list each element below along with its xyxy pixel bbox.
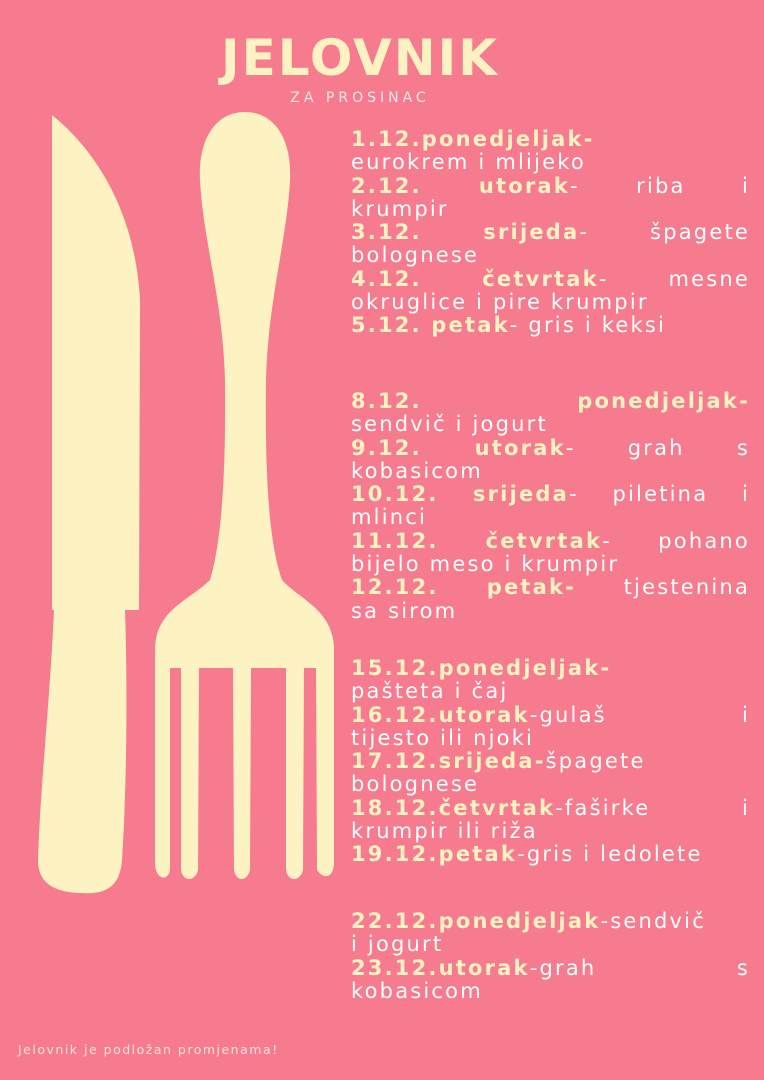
knife-icon [38,115,140,894]
menu-day: 3.12. srijeda [351,220,580,245]
menu-entry: 9.12. utorak- grah s [351,435,750,460]
menu-entry: 5.12. petak- gris i keksi [351,314,750,337]
menu-day: 22.12.ponedjeljak [351,909,601,933]
menu-day: 8.12. ponedjeljak- [351,389,750,413]
menu-entry: 15.12.ponedjeljak- [351,656,750,680]
menu-dish: -faširke i [555,795,750,820]
menu-dish: - grah s [565,435,750,460]
menu-entry: 22.12.ponedjeljak-sendvič [351,909,750,933]
menu-day: 2.12. utorak [351,173,570,198]
menu-day: 4.12. četvrtak [351,266,599,291]
menu-dish-continued: krumpir ili riža [351,819,538,844]
menu-entry: 11.12. četvrtak- pohano [351,528,750,553]
menu-dish: - gris i keksi [509,313,667,338]
menu-entry: 23.12.utorak-grah s [351,955,750,980]
menu-dish: - mesne [598,266,750,291]
week-3-menu: 15.12.ponedjeljak-pašteta i čaj 16.12.uto… [351,656,750,867]
menu-dish: - riba i [569,173,750,198]
menu-day: 5.12. petak [351,313,510,338]
fork-icon [155,112,334,879]
menu-entry: 12.12. petak- tjestenina [351,576,750,599]
page-subtitle: ZA PROSINAC [290,90,430,106]
menu-day: 12.12. petak- [351,575,577,600]
menu-day: 23.12.utorak [351,955,530,980]
menu-day: 19.12.petak [351,842,518,867]
footer-note: Jelovnik je podložan promjenama! [18,1042,279,1057]
menu-entry: 17.12.srijeda-špagete [351,750,750,773]
menu-dish-continued: kobasicom [351,458,483,483]
menu-dish-continued: sendvič i jogurt [351,412,548,437]
menu-day: 15.12.ponedjeljak- [351,656,612,680]
menu-day: 10.12. srijeda [351,482,570,507]
page-title: JELOVNIK [221,29,499,87]
cutlery-illustration [38,112,334,894]
menu-day: 18.12.četvrtak [351,795,556,820]
menu-dish-continued: eurokrem i mlijeko [351,150,586,175]
week-2-menu: 8.12. ponedjeljak-sendvič i jogurt 9.12. … [351,389,750,623]
menu-entry: 16.12.utorak-gulaš i [351,702,750,727]
menu-entry: 2.12. utorak- riba i [351,173,750,198]
menu-dish: špagete [545,749,646,774]
menu-dish: - špagete [579,220,750,245]
menu-day: 1.12.ponedjeljak- [351,127,595,151]
menu-dish-continued: okruglice i pire krumpir [351,290,649,315]
menu-dish: -gulaš i [529,702,750,727]
menu-entry: 18.12.četvrtak-faširke i [351,795,750,820]
menu-dish: - pohano [602,528,750,553]
menu-entry: 8.12. ponedjeljak- [351,389,750,413]
menu-dish-continued: bolognese [351,772,480,797]
menu-dish-continued: sa sirom [351,598,458,623]
menu-entry: 3.12. srijeda- špagete [351,221,750,244]
menu-dish-continued: kobasicom [351,978,483,1003]
menu-entry: 10.12. srijeda- piletina i [351,483,750,506]
menu-dish: -sendvič [600,909,706,933]
menu-day: 16.12.utorak [351,702,530,727]
menu-dish-continued: i jogurt [351,932,444,957]
menu-dish-continued: bolognese [351,243,480,268]
menu-dish-continued: bijelo meso i krumpir [351,552,620,577]
menu-dish-continued: mlinci [351,505,428,530]
menu-day: 17.12.srijeda- [351,749,546,774]
menu-dish: -gris i ledolete [517,842,703,867]
menu-dish: - piletina i [569,482,750,507]
week-1-menu: 1.12.ponedjeljak-eurokrem i mlijeko 2.12.… [351,127,750,338]
menu-dish-continued: pašteta i čaj [351,679,509,704]
menu-entry: 19.12.petak-gris i ledolete [351,843,750,866]
menu-dish-continued: tijesto ili njoki [351,725,535,750]
menu-day: 11.12. četvrtak [351,528,603,553]
week-4-menu: 22.12.ponedjeljak-sendvič i jogurt 23.12.u… [351,909,750,1003]
menu-dish: tjestenina [576,575,751,600]
menu-entry: 1.12.ponedjeljak- [351,127,750,151]
menu-dish-continued: krumpir [351,196,449,221]
menu-day: 9.12. utorak [351,435,566,460]
menu-entry: 4.12. četvrtak- mesne [351,266,750,291]
menu-dish: -grah s [529,955,750,980]
